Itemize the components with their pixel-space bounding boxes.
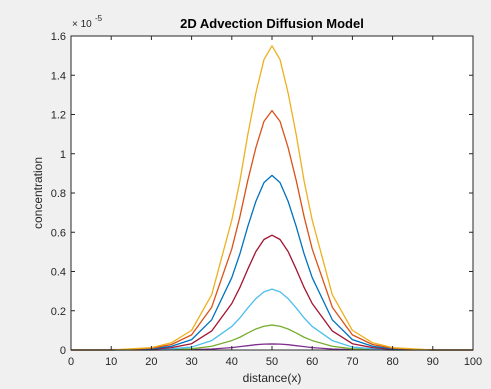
y-tick-label: 0.6 [51, 227, 66, 239]
x-ticks: 0 10 20 30 40 50 60 70 80 90 100 [68, 36, 482, 368]
x-tick-label: 40 [226, 356, 238, 368]
y-exponent-base: × 10 [72, 19, 92, 30]
x-tick-label: 10 [105, 356, 117, 368]
y-tick-label: 1.4 [51, 70, 66, 82]
y-tick-label: 0.2 [51, 306, 66, 318]
y-tick-label: 1.6 [51, 31, 66, 43]
plot-area [71, 36, 473, 350]
x-tick-label: 60 [306, 356, 318, 368]
x-tick-label: 20 [145, 356, 157, 368]
y-tick-label: 0.8 [51, 188, 66, 200]
chart-title: 2D Advection Diffusion Model [180, 16, 364, 31]
x-tick-label: 0 [68, 356, 74, 368]
series-line-6 [71, 109, 473, 351]
y-tick-label: 1.2 [51, 110, 66, 122]
series-line-4 [71, 234, 473, 351]
y-exponent-power: -5 [95, 14, 103, 23]
x-tick-label: 100 [464, 356, 482, 368]
x-tick-label: 90 [427, 356, 439, 368]
x-tick-label: 30 [185, 356, 197, 368]
series-line-7 [71, 45, 473, 351]
x-tick-label: 80 [386, 356, 398, 368]
series-line-2 [71, 324, 473, 351]
series-line-3 [71, 288, 473, 351]
x-tick-label: 70 [346, 356, 358, 368]
series-line-5 [71, 174, 473, 351]
y-tick-label: 0.4 [51, 267, 66, 279]
y-ticks: 0 0.2 0.4 0.6 0.8 1 1.2 1.4 1.6 [51, 31, 473, 357]
x-tick-label: 50 [266, 356, 278, 368]
x-axis-label: distance(x) [243, 371, 302, 385]
y-tick-label: 1 [60, 149, 66, 161]
y-tick-label: 0 [60, 345, 66, 357]
y-axis-label: concentration [31, 157, 45, 229]
